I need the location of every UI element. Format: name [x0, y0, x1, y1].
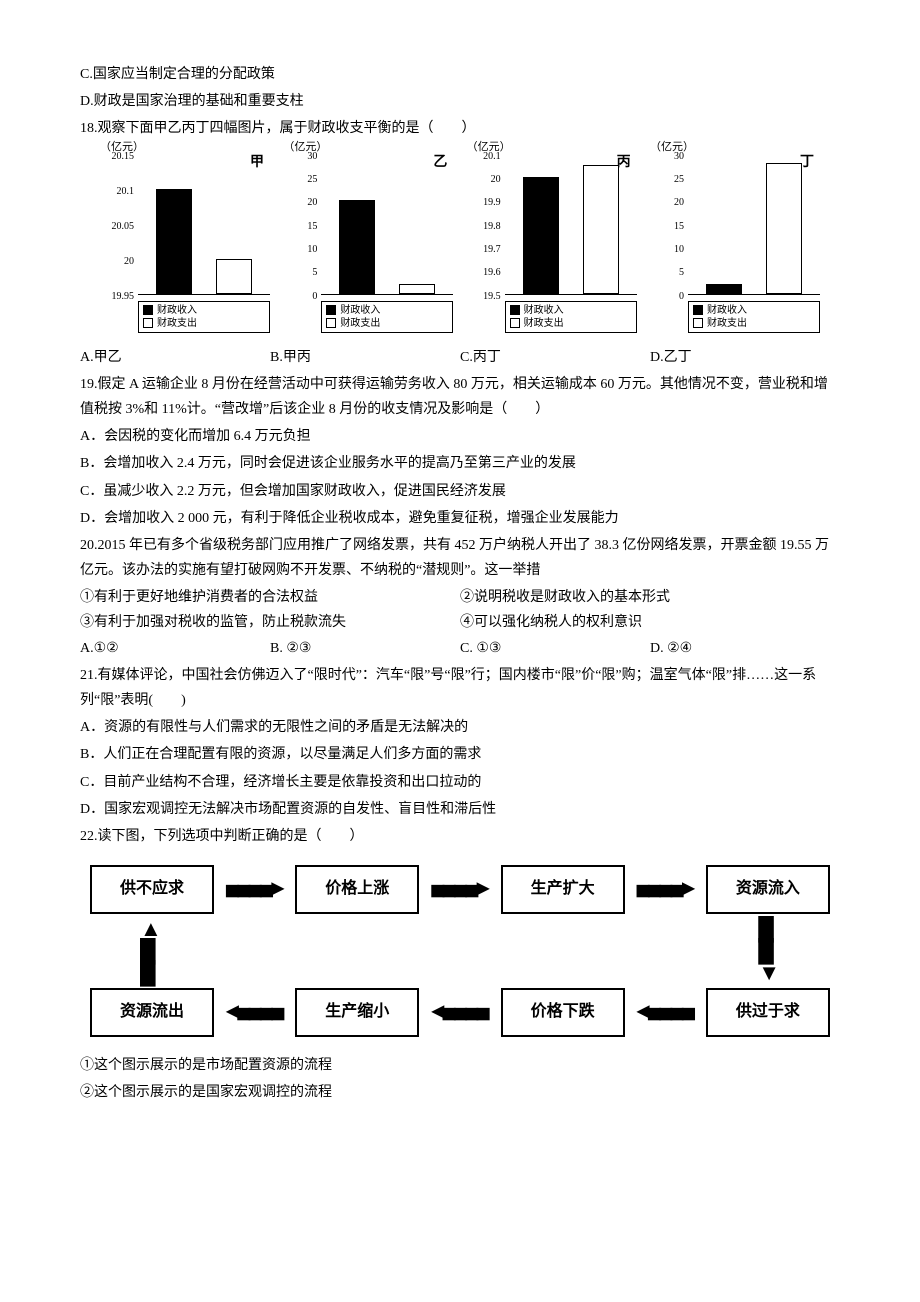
- arrow-left-icon: ◀▅▅▅▅: [224, 998, 285, 1027]
- flow-box: 资源流出: [90, 988, 214, 1037]
- q22-stem: 22.读下图，下列选项中判断正确的是（ ）: [80, 824, 840, 849]
- swatch-income-icon: [326, 305, 336, 315]
- q19-a: A．会因税的变化而增加 6.4 万元负担: [80, 424, 840, 449]
- flow-box: 生产扩大: [501, 865, 625, 914]
- q20-s1: ①有利于更好地维护消费者的合法权益: [80, 585, 460, 610]
- q22-flowchart: 供不应求 ▅▅▅▅▶ 价格上涨 ▅▅▅▅▶ 生产扩大 ▅▅▅▅▶ 资源流入 ▲ …: [80, 865, 840, 1037]
- chart-legend: 财政收入 财政支出: [321, 301, 453, 333]
- q20-s2: ②说明税收是财政收入的基本形式: [460, 585, 840, 610]
- flow-top-row: 供不应求 ▅▅▅▅▶ 价格上涨 ▅▅▅▅▶ 生产扩大 ▅▅▅▅▶ 资源流入: [80, 865, 840, 914]
- q19-d: D．会增加收入 2 000 元，有利于降低企业税收成本，避免重复征税，增强企业发…: [80, 506, 840, 531]
- arrow-down-icon: █ █ ▼: [758, 914, 780, 988]
- arrow-right-icon: ▅▅▅▅▶: [635, 875, 696, 904]
- swatch-income-icon: [143, 305, 153, 315]
- legend-expend: 财政支出: [157, 317, 197, 330]
- arrow-right-icon: ▅▅▅▅▶: [430, 875, 491, 904]
- flow-box: 资源流入: [706, 865, 830, 914]
- chart-tag: 丙: [617, 150, 631, 175]
- q17-opt-c: C.国家应当制定合理的分配政策: [80, 62, 840, 87]
- q18-a: A.甲乙: [80, 345, 270, 370]
- flow-box: 价格上涨: [295, 865, 419, 914]
- chart-legend: 财政收入 财政支出: [138, 301, 270, 333]
- q20-b: B. ②③: [270, 636, 460, 661]
- flow-box: 生产缩小: [295, 988, 419, 1037]
- q21-stem: 21.有媒体评论，中国社会仿佛迈入了“限时代”：汽车“限”号“限”行；国内楼市“…: [80, 663, 840, 713]
- swatch-expend-icon: [326, 318, 336, 328]
- flow-box: 价格下跌: [501, 988, 625, 1037]
- chart-ding: （亿元） 丁302520151050 财政收入 财政支出: [650, 154, 820, 333]
- q20-statements: ①有利于更好地维护消费者的合法权益 ②说明税收是财政收入的基本形式: [80, 585, 840, 610]
- flow-bottom-row: 资源流出 ◀▅▅▅▅ 生产缩小 ◀▅▅▅▅ 价格下跌 ◀▅▅▅▅ 供过于求: [80, 988, 840, 1037]
- chart-tag: 乙: [433, 150, 447, 175]
- flow-box: 供过于求: [706, 988, 830, 1037]
- q20-a: A.①②: [80, 636, 270, 661]
- chart-bing: （亿元） 丙20.12019.919.819.719.619.5 财政收入 财政…: [467, 154, 637, 333]
- q21-d: D．国家宏观调控无法解决市场配置资源的自发性、盲目性和滞后性: [80, 797, 840, 822]
- q22-s1: ①这个图示展示的是市场配置资源的流程: [80, 1053, 840, 1078]
- chart-legend: 财政收入 财政支出: [688, 301, 820, 333]
- swatch-expend-icon: [143, 318, 153, 328]
- arrow-up-icon: ▲ █ █: [140, 914, 162, 988]
- legend-income: 财政收入: [707, 304, 747, 317]
- q19-c: C．虽减少收入 2.2 万元，但会增加国家财政收入，促进国民经济发展: [80, 479, 840, 504]
- chart-tag: 甲: [250, 150, 264, 175]
- q20-d: D. ②④: [650, 636, 840, 661]
- q18-options: A.甲乙 B.甲丙 C.丙丁 D.乙丁: [80, 345, 840, 370]
- q19-stem: 19.假定 A 运输企业 8 月份在经营活动中可获得运输劳务收入 80 万元，相…: [80, 372, 840, 422]
- legend-expend: 财政支出: [707, 317, 747, 330]
- q19-b: B．会增加收入 2.4 万元，同时会促进该企业服务水平的提高乃至第三产业的发展: [80, 451, 840, 476]
- chart-tag: 丁: [800, 150, 814, 175]
- legend-income: 财政收入: [157, 304, 197, 317]
- q20-s4: ④可以强化纳税人的权利意识: [460, 610, 840, 635]
- q20-s3: ③有利于加强对税收的监管，防止税款流失: [80, 610, 460, 635]
- q18-b: B.甲丙: [270, 345, 460, 370]
- swatch-expend-icon: [510, 318, 520, 328]
- legend-income: 财政收入: [340, 304, 380, 317]
- legend-expend: 财政支出: [340, 317, 380, 330]
- swatch-income-icon: [510, 305, 520, 315]
- q20-statements2: ③有利于加强对税收的监管，防止税款流失 ④可以强化纳税人的权利意识: [80, 610, 840, 635]
- q18-stem: 18.观察下面甲乙丙丁四幅图片，属于财政收支平衡的是（ ）: [80, 116, 840, 141]
- flow-vertical-links: ▲ █ █ █ █ ▼: [80, 914, 840, 988]
- q18-c: C.丙丁: [460, 345, 650, 370]
- q21-c: C．目前产业结构不合理，经济增长主要是依靠投资和出口拉动的: [80, 770, 840, 795]
- arrow-right-icon: ▅▅▅▅▶: [224, 875, 285, 904]
- q18-charts: （亿元） 甲20.1520.120.052019.95 财政收入 财政支出 （亿…: [100, 154, 820, 333]
- q21-a: A．资源的有限性与人们需求的无限性之间的矛盾是无法解决的: [80, 715, 840, 740]
- arrow-left-icon: ◀▅▅▅▅: [635, 998, 696, 1027]
- q18-d: D.乙丁: [650, 345, 840, 370]
- q22-s2: ②这个图示展示的是国家宏观调控的流程: [80, 1080, 840, 1105]
- arrow-left-icon: ◀▅▅▅▅: [430, 998, 491, 1027]
- q20-options: A.①② B. ②③ C. ①③ D. ②④: [80, 636, 840, 661]
- swatch-expend-icon: [693, 318, 703, 328]
- q20-stem: 20.2015 年已有多个省级税务部门应用推广了网络发票，共有 452 万户纳税…: [80, 533, 840, 583]
- q21-b: B．人们正在合理配置有限的资源，以尽量满足人们多方面的需求: [80, 742, 840, 767]
- legend-expend: 财政支出: [524, 317, 564, 330]
- flow-box: 供不应求: [90, 865, 214, 914]
- chart-jia: （亿元） 甲20.1520.120.052019.95 财政收入 财政支出: [100, 154, 270, 333]
- q20-c: C. ①③: [460, 636, 650, 661]
- legend-income: 财政收入: [524, 304, 564, 317]
- chart-legend: 财政收入 财政支出: [505, 301, 637, 333]
- q17-opt-d: D.财政是国家治理的基础和重要支柱: [80, 89, 840, 114]
- chart-yi: （亿元） 乙302520151050 财政收入 财政支出: [283, 154, 453, 333]
- swatch-income-icon: [693, 305, 703, 315]
